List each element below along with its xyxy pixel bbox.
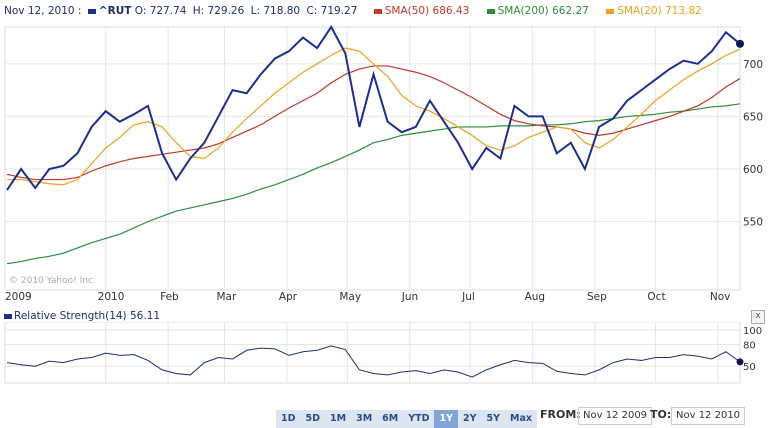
- x-tick-label: Aug: [524, 291, 546, 303]
- y-tick-label: 650: [743, 111, 763, 123]
- sma20-swatch: [606, 8, 615, 14]
- x-tick-label: Jun: [401, 291, 419, 303]
- to-label: TO:: [650, 408, 672, 421]
- rsi-last-marker: [736, 358, 744, 366]
- x-tick-label: Jul: [462, 291, 475, 303]
- rsi-tick-label: 50: [743, 362, 756, 373]
- range-button-1y[interactable]: 1Y: [434, 410, 458, 428]
- quote-date: Nov 12, 2010 :: [4, 5, 82, 17]
- price-chart[interactable]: 700 650 600 550 © 2010 Yahoo! Inc.: [0, 22, 776, 292]
- x-tick-label: 2009: [5, 291, 32, 303]
- rsi-frame: [4, 322, 741, 384]
- x-tick-label: Oct: [647, 291, 666, 303]
- rsi-chart[interactable]: 100 80 50: [0, 322, 776, 384]
- range-button-3m[interactable]: 3M: [356, 413, 373, 424]
- rsi-header: Relative Strength(14) 56.11: [4, 310, 160, 322]
- range-button-2y[interactable]: 2Y: [462, 413, 477, 424]
- low-value: L: 718.80: [250, 5, 301, 17]
- rsi-swatch: [4, 313, 12, 319]
- x-tick-label: Nov: [709, 291, 731, 303]
- range-button-5y[interactable]: 5Y: [486, 413, 500, 424]
- sma200-line: [6, 103, 741, 265]
- rsi-tick-label: 80: [743, 340, 756, 351]
- quote-header: Nov 12, 2010 : ^RUT O: 727.74 H: 729.26 …: [4, 5, 708, 17]
- x-tick-label: Feb: [160, 291, 179, 303]
- x-tick-label: 2010: [97, 291, 125, 303]
- open-value: O: 727.74: [134, 5, 187, 17]
- y-tick-label: 550: [743, 217, 763, 229]
- y-tick-label: 700: [743, 59, 763, 71]
- x-tick-label: Mar: [216, 291, 237, 303]
- range-button-max[interactable]: Max: [509, 413, 532, 424]
- sma50-legend: SMA(50) 686.43: [384, 5, 470, 17]
- rsi-label: Relative Strength(14) 56.11: [14, 310, 161, 322]
- price-legend-swatch: [87, 8, 96, 14]
- symbol: ^RUT: [98, 5, 132, 17]
- sma50-swatch: [373, 8, 382, 14]
- copyright: © 2010 Yahoo! Inc.: [9, 276, 96, 286]
- range-button-5d[interactable]: 5D: [305, 413, 321, 424]
- range-button-ytd[interactable]: YTD: [408, 413, 430, 424]
- x-tick-label: May: [339, 291, 362, 303]
- range-selector: 1D 5D 1M 3M 6M YTD 1Y 2Y 5Y Max: [276, 410, 537, 428]
- last-price-marker: [736, 39, 744, 48]
- x-tick-label: Sep: [587, 291, 607, 303]
- range-button-6m[interactable]: 6M: [382, 413, 399, 424]
- sma50-line: [6, 65, 741, 181]
- y-tick-label: 600: [743, 164, 763, 176]
- rsi-line: [6, 345, 741, 378]
- sma20-line: [7, 47, 741, 186]
- sma200-swatch: [486, 8, 495, 14]
- to-date-input[interactable]: Nov 12 2010: [671, 407, 746, 425]
- price-line: [6, 25, 741, 191]
- from-label: FROM:: [540, 408, 581, 421]
- sma200-legend: SMA(200) 662.27: [497, 5, 589, 17]
- high-value: H: 729.26: [192, 5, 245, 17]
- range-button-1d[interactable]: 1D: [281, 413, 296, 424]
- rsi-tick-label: 100: [743, 326, 762, 337]
- x-tick-label: Apr: [278, 291, 298, 303]
- close-rsi-button[interactable]: x: [751, 310, 765, 324]
- close-value: C: 719.27: [306, 5, 358, 17]
- from-date-input[interactable]: Nov 12 2009: [578, 407, 653, 425]
- sma20-legend: SMA(20) 713.82: [617, 5, 702, 17]
- plot-frame: [4, 26, 741, 291]
- range-button-1m[interactable]: 1M: [330, 413, 347, 424]
